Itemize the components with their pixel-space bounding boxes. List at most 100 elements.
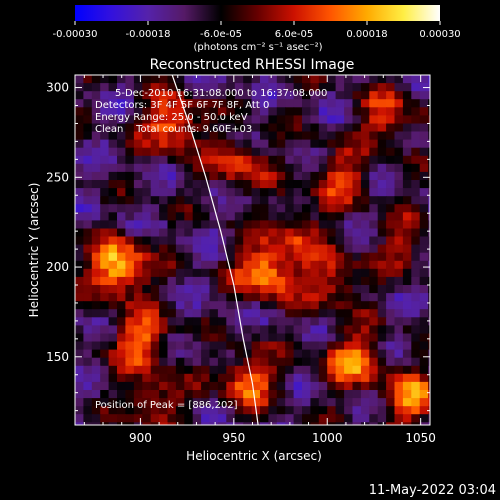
heatmap-cell [234, 163, 244, 173]
heatmap-cell [360, 276, 370, 286]
heatmap-cell [217, 123, 227, 133]
heatmap-cell [100, 341, 110, 351]
heatmap-cell [419, 115, 429, 125]
heatmap-cell [209, 75, 219, 84]
heatmap-cell [260, 325, 270, 335]
heatmap-cell [318, 398, 328, 407]
heatmap-cell [369, 285, 379, 294]
heatmap-cell [75, 293, 85, 302]
heatmap-cell [150, 325, 160, 335]
heatmap-cell [369, 398, 379, 407]
heatmap-cell [352, 325, 362, 335]
heatmap-cell [419, 147, 429, 157]
heatmap-cell [428, 131, 430, 141]
heatmap-cell [377, 204, 387, 213]
heatmap-cell [150, 147, 160, 157]
heatmap-cell [276, 309, 286, 318]
heatmap-cell [251, 107, 261, 116]
heatmap-cell [394, 236, 404, 246]
heatmap-cell [192, 309, 202, 318]
heatmap-cell [386, 285, 396, 294]
heatmap-cell [192, 381, 202, 391]
heatmap-cell [369, 406, 379, 415]
heatmap-cell [226, 244, 236, 254]
heatmap-cell [251, 276, 261, 286]
heatmap-cell [302, 220, 312, 230]
heatmap-cell [394, 244, 404, 254]
heatmap-cell [150, 260, 160, 270]
heatmap-cell [386, 406, 396, 415]
heatmap-cell [285, 220, 295, 230]
heatmap-cell [142, 139, 152, 149]
heatmap-cell [251, 317, 261, 326]
heatmap-cell [108, 220, 118, 230]
heatmap-cell [133, 220, 143, 230]
heatmap-cell [217, 131, 227, 141]
heatmap-cell [217, 422, 227, 425]
heatmap-cell [377, 414, 387, 423]
heatmap-cell [386, 341, 396, 351]
heatmap-cell [411, 301, 421, 310]
heatmap-cell [260, 228, 270, 238]
heatmap-cell [175, 188, 185, 197]
heatmap-cell [419, 373, 429, 383]
heatmap-cell [192, 349, 202, 359]
heatmap-cell [234, 123, 244, 133]
heatmap-cell [360, 123, 370, 133]
heatmap-cell [411, 115, 421, 125]
heatmap-cell [108, 309, 118, 318]
heatmap-cell [260, 309, 270, 318]
heatmap-cell [285, 301, 295, 310]
heatmap-cell [360, 252, 370, 262]
heatmap-cell [419, 188, 429, 197]
heatmap-cell [175, 155, 185, 165]
heatmap-cell [437, 342, 446, 351]
heatmap-cell [217, 252, 227, 262]
heatmap-cell [276, 414, 286, 423]
heatmap-cell [226, 301, 236, 310]
heatmap-cell [293, 244, 303, 254]
heatmap-cell [133, 123, 143, 133]
heatmap-cell [159, 107, 169, 116]
heatmap-cell [377, 390, 387, 399]
heatmap-cell [352, 260, 362, 270]
heatmap-cell [91, 91, 101, 100]
heatmap-cell [293, 293, 303, 302]
heatmap-cell [411, 406, 421, 415]
x-tick-label: 900 [129, 431, 152, 445]
heatmap-cell [302, 131, 312, 141]
heatmap-cell [437, 414, 446, 423]
heatmap-cell [411, 139, 421, 149]
heatmap-cell [411, 220, 421, 230]
heatmap-cell [437, 212, 446, 221]
heatmap-cell [318, 220, 328, 230]
heatmap-cell [142, 180, 152, 189]
heatmap-cell [352, 180, 362, 189]
heatmap-cell [226, 204, 236, 213]
heatmap-cells [75, 75, 446, 439]
heatmap-cell [83, 422, 93, 425]
heatmap-cell [159, 430, 168, 439]
heatmap-cell [251, 212, 261, 221]
heatmap-cell [117, 390, 127, 399]
heatmap-cell [159, 325, 169, 335]
heatmap-cell [377, 99, 387, 108]
heatmap-cell [293, 285, 303, 294]
heatmap-cell [310, 83, 320, 92]
heatmap-cell [352, 123, 362, 133]
heatmap-cell [226, 317, 236, 326]
heatmap-cell [344, 131, 354, 141]
heatmap-cell [226, 333, 236, 343]
heatmap-cell [117, 139, 127, 149]
heatmap-cell [167, 236, 177, 246]
heatmap-cell [344, 365, 354, 375]
heatmap-cell [437, 293, 446, 302]
heatmap-cell [167, 317, 177, 326]
heatmap-cell [386, 252, 396, 262]
heatmap-cell [243, 390, 253, 399]
heatmap-cell [83, 163, 93, 173]
heatmap-cell [327, 171, 337, 181]
heatmap-cell [353, 430, 362, 439]
heatmap-cell [117, 325, 127, 335]
heatmap-cell [159, 228, 169, 238]
